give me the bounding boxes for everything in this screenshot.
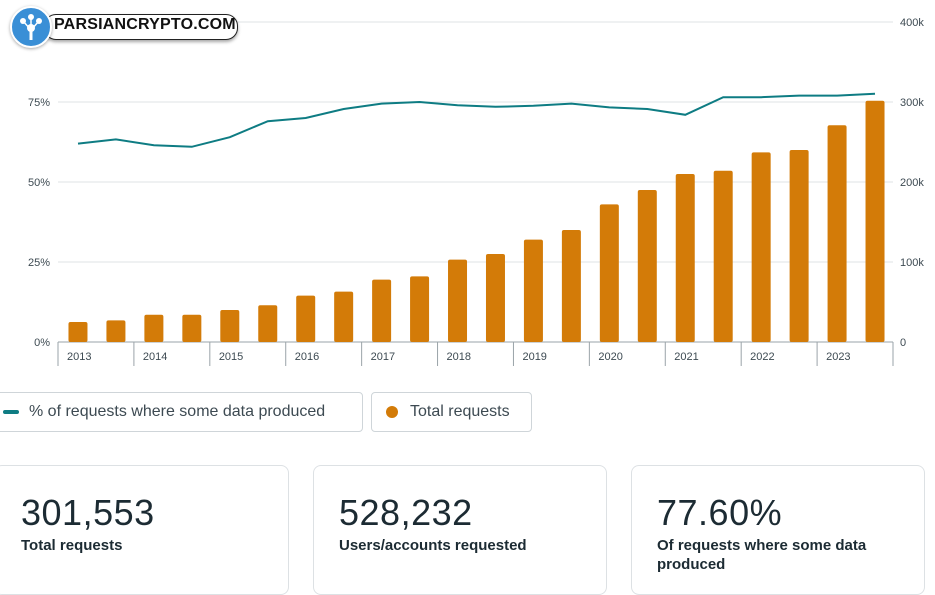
y-right-tick-label: 100k bbox=[900, 257, 924, 269]
x-tick-label: 2019 bbox=[522, 351, 546, 363]
bar bbox=[751, 152, 771, 342]
bar bbox=[485, 254, 505, 342]
bar bbox=[106, 320, 126, 342]
stat-label: Total requests bbox=[21, 537, 123, 554]
bar bbox=[789, 150, 809, 342]
bar bbox=[599, 204, 619, 342]
bar bbox=[182, 314, 202, 342]
legend-line-swatch bbox=[3, 410, 19, 414]
bar bbox=[713, 170, 733, 342]
bar bbox=[561, 230, 581, 342]
legend-item-total[interactable]: Total requests bbox=[371, 392, 532, 432]
y-left-tick-label: 75% bbox=[28, 97, 50, 109]
bar bbox=[296, 295, 316, 342]
bar bbox=[144, 314, 164, 342]
bar bbox=[827, 125, 847, 342]
x-tick-label: 2013 bbox=[67, 351, 91, 363]
y-right-tick-label: 300k bbox=[900, 97, 924, 109]
bar bbox=[68, 322, 88, 342]
stat-label: Users/accounts requested bbox=[339, 537, 527, 554]
logo-tree-icon bbox=[10, 6, 52, 48]
stat-value: 528,232 bbox=[339, 492, 473, 533]
y-right-tick-label: 0 bbox=[900, 337, 906, 349]
bar bbox=[865, 100, 885, 342]
legend-label-percent: % of requests where some data produced bbox=[29, 403, 326, 420]
site-logo: PARSIANCRYPTO.COM bbox=[10, 6, 238, 48]
bar bbox=[637, 190, 657, 342]
stat-label: Of requests where some data produced bbox=[657, 537, 867, 573]
x-tick-label: 2015 bbox=[219, 351, 243, 363]
stat-card-total-requests: 301,553 Total requests bbox=[0, 465, 289, 595]
y-left-tick-label: 25% bbox=[28, 257, 50, 269]
x-tick-label: 2014 bbox=[143, 351, 167, 363]
bar bbox=[448, 259, 468, 342]
legend-item-percent[interactable]: % of requests where some data produced bbox=[0, 392, 363, 432]
x-tick-label: 2020 bbox=[598, 351, 622, 363]
bar bbox=[372, 279, 392, 342]
stat-value: 301,553 bbox=[21, 492, 155, 533]
legend-label-total: Total requests bbox=[410, 403, 510, 420]
x-tick-label: 2021 bbox=[674, 351, 698, 363]
logo-badge bbox=[44, 14, 238, 40]
y-right-tick-label: 400k bbox=[900, 17, 924, 29]
y-right-tick-label: 200k bbox=[900, 177, 924, 189]
bar bbox=[675, 174, 695, 342]
stat-card-data-produced: 77.60% Of requests where some data produ… bbox=[631, 465, 925, 595]
x-tick-label: 2018 bbox=[447, 351, 471, 363]
x-tick-label: 2022 bbox=[750, 351, 774, 363]
bar bbox=[258, 305, 278, 342]
stat-value: 77.60% bbox=[657, 492, 783, 533]
y-left-tick-label: 50% bbox=[28, 177, 50, 189]
series-line bbox=[77, 92, 876, 148]
bar bbox=[220, 310, 240, 342]
bar bbox=[334, 291, 354, 342]
x-tick-label: 2017 bbox=[371, 351, 395, 363]
legend-dot-swatch bbox=[386, 406, 398, 418]
chart: 0 100k 200k 300k 400k 0% 25% 50% 75% 2013 2014 2015… bbox=[28, 17, 924, 366]
x-tick-label: 2023 bbox=[826, 351, 850, 363]
logo-text: PARSIANCRYPTO.COM bbox=[54, 16, 236, 33]
bar bbox=[410, 276, 430, 342]
bar bbox=[523, 239, 543, 342]
x-tick-label: 2016 bbox=[295, 351, 319, 363]
stat-card-users-requested: 528,232 Users/accounts requested bbox=[313, 465, 607, 595]
y-left-tick-label: 0% bbox=[34, 337, 50, 349]
